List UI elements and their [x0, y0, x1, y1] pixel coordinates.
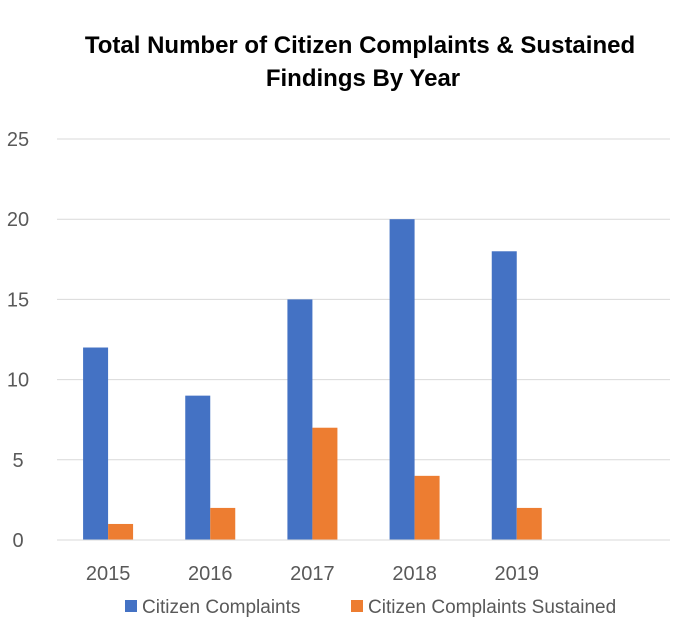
bar-complaints [389, 219, 415, 540]
x-axis-ticks: 2015 2016 2017 2018 2019 [86, 563, 539, 585]
x-tick-label: 2017 [290, 563, 335, 585]
chart-title-line-1: Total Number of Citizen Complaints & Sus… [85, 32, 635, 59]
bar-sustained [516, 507, 542, 540]
x-tick-label: 2019 [495, 563, 540, 585]
gridlines [57, 138, 670, 461]
bar-complaints [287, 299, 313, 540]
bar-complaints [185, 395, 211, 540]
legend: Citizen Complaints Citizen Complaints Sus… [125, 597, 616, 618]
x-tick-label: 2015 [86, 563, 131, 585]
y-axis-ticks: 0 5 10 15 20 25 [7, 129, 29, 552]
bar-sustained [414, 475, 440, 540]
y-tick-label: 0 [12, 530, 23, 552]
bars [83, 219, 542, 540]
y-tick-label: 10 [7, 370, 29, 392]
y-tick-label: 5 [12, 450, 23, 472]
legend-swatch [351, 600, 363, 612]
x-tick-label: 2018 [392, 563, 437, 585]
legend-label: Citizen Complaints Sustained [368, 597, 616, 618]
bar-sustained [210, 507, 236, 540]
y-tick-label: 25 [7, 129, 29, 151]
y-tick-label: 15 [7, 289, 29, 311]
bar-sustained [312, 427, 338, 540]
legend-label: Citizen Complaints [142, 597, 300, 618]
bar-complaints [83, 347, 109, 540]
bar-sustained [108, 523, 134, 540]
x-tick-label: 2016 [188, 563, 233, 585]
y-tick-label: 20 [7, 209, 29, 231]
legend-swatch [125, 600, 137, 612]
chart-title-line-2: Findings By Year [266, 65, 460, 92]
bar-complaints [491, 251, 517, 540]
